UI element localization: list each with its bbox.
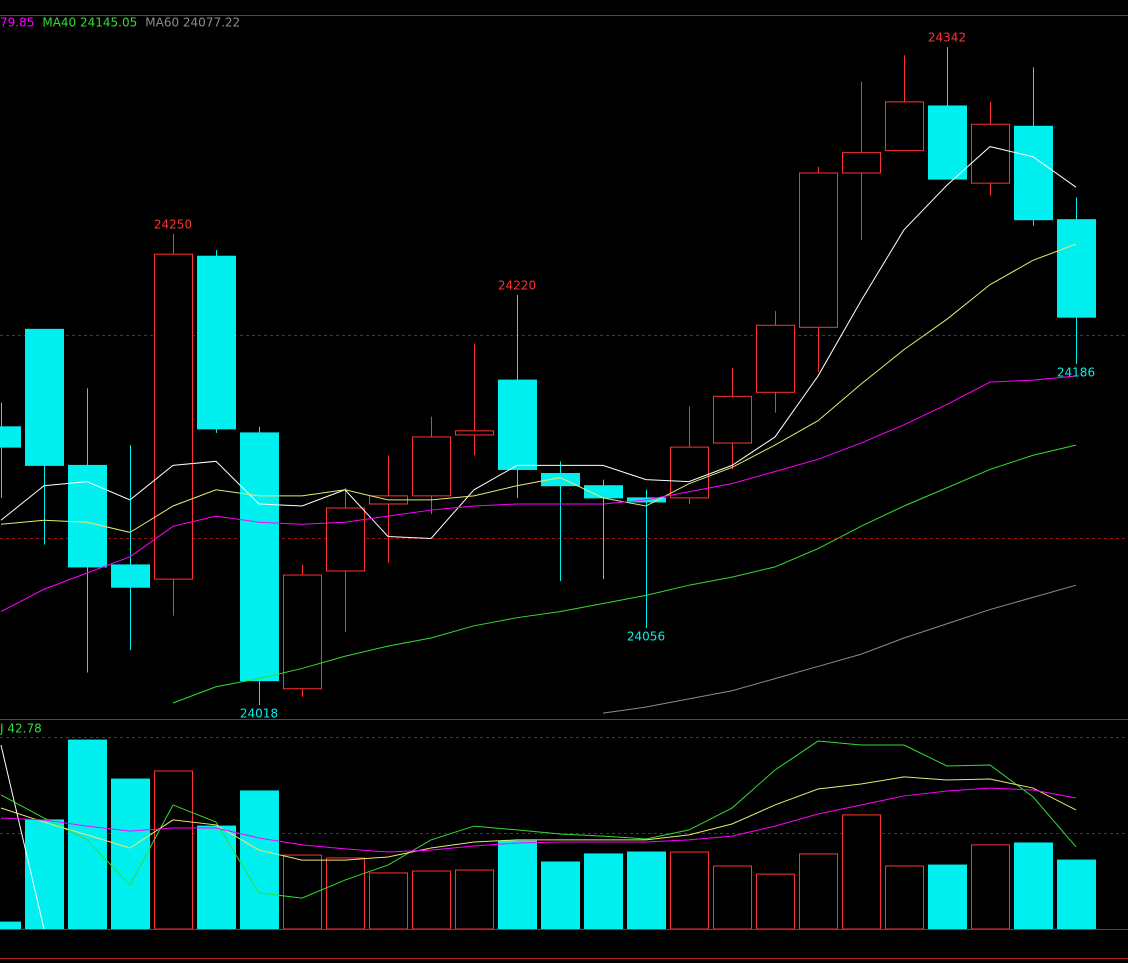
legend-entry: MA40 24145.05 (42, 16, 137, 30)
candle-body (971, 123, 1010, 184)
volume-bar (326, 857, 365, 929)
candle-body (197, 255, 236, 430)
volume-bar (756, 873, 795, 929)
volume-bar (713, 865, 752, 929)
candle-body (1057, 219, 1096, 318)
ma-line (0, 243, 1077, 533)
volume-bar (68, 739, 107, 929)
candle-body (412, 436, 451, 497)
candle-body (240, 432, 279, 682)
volume-bar (1014, 842, 1053, 929)
ma-line (0, 776, 1077, 861)
high-label: 24250 (154, 217, 192, 231)
candle-body (455, 430, 494, 436)
volume-bar (111, 778, 150, 929)
volume-bar (498, 840, 537, 929)
volume-bar (412, 870, 451, 929)
ma-line (0, 740, 1077, 899)
volume-bar (928, 864, 967, 929)
candle-body (0, 426, 21, 448)
volume-bar (541, 861, 580, 929)
legend-entry: MA60 24077.22 (145, 16, 240, 30)
candle-body (498, 379, 537, 470)
volume-bar (0, 921, 21, 929)
volume-bar (971, 844, 1010, 929)
candle-body (885, 101, 924, 152)
volume-bar (584, 853, 623, 929)
candle-body (154, 253, 193, 580)
labels: 24250 24220 24342 24018 24056 24186 79.85 MA40 … (0, 16, 1095, 736)
volume-bar (842, 814, 881, 929)
ma-line (0, 375, 1077, 613)
volume-bar (197, 825, 236, 929)
ma-line (602, 584, 1077, 714)
candle-body (842, 152, 881, 174)
volume-bar (154, 770, 193, 929)
ma-line (0, 146, 1077, 540)
legend-entry: J 42.78 (0, 722, 42, 736)
low-label: 24056 (627, 629, 665, 643)
ma-line (172, 444, 1077, 704)
candle-body (799, 172, 838, 328)
low-label: 24018 (240, 707, 278, 721)
volume-bar (240, 790, 279, 929)
lower-panel (0, 737, 1128, 929)
candle-body (68, 464, 107, 568)
legend-entry: 79.85 (0, 16, 34, 30)
volume-bar (670, 851, 709, 929)
volume-bar (799, 853, 838, 929)
volume-bar (369, 872, 408, 929)
candle-body (756, 324, 795, 393)
volume-bar (455, 869, 494, 929)
low-label: 24186 (1057, 365, 1095, 379)
candle-body (928, 105, 967, 180)
candle-body (326, 507, 365, 572)
candle-body (111, 564, 150, 588)
main-panel (0, 47, 1128, 714)
candle-body (713, 395, 752, 444)
candle-body (1014, 125, 1053, 221)
candle-body (283, 574, 322, 690)
volume-bar (627, 851, 666, 929)
volume-bar (885, 865, 924, 929)
ma-line (0, 744, 45, 929)
candle-body (25, 328, 64, 466)
high-label: 24342 (928, 31, 966, 45)
ma-line (0, 787, 1077, 853)
high-label: 24220 (498, 278, 536, 292)
volume-bar (1057, 859, 1096, 929)
